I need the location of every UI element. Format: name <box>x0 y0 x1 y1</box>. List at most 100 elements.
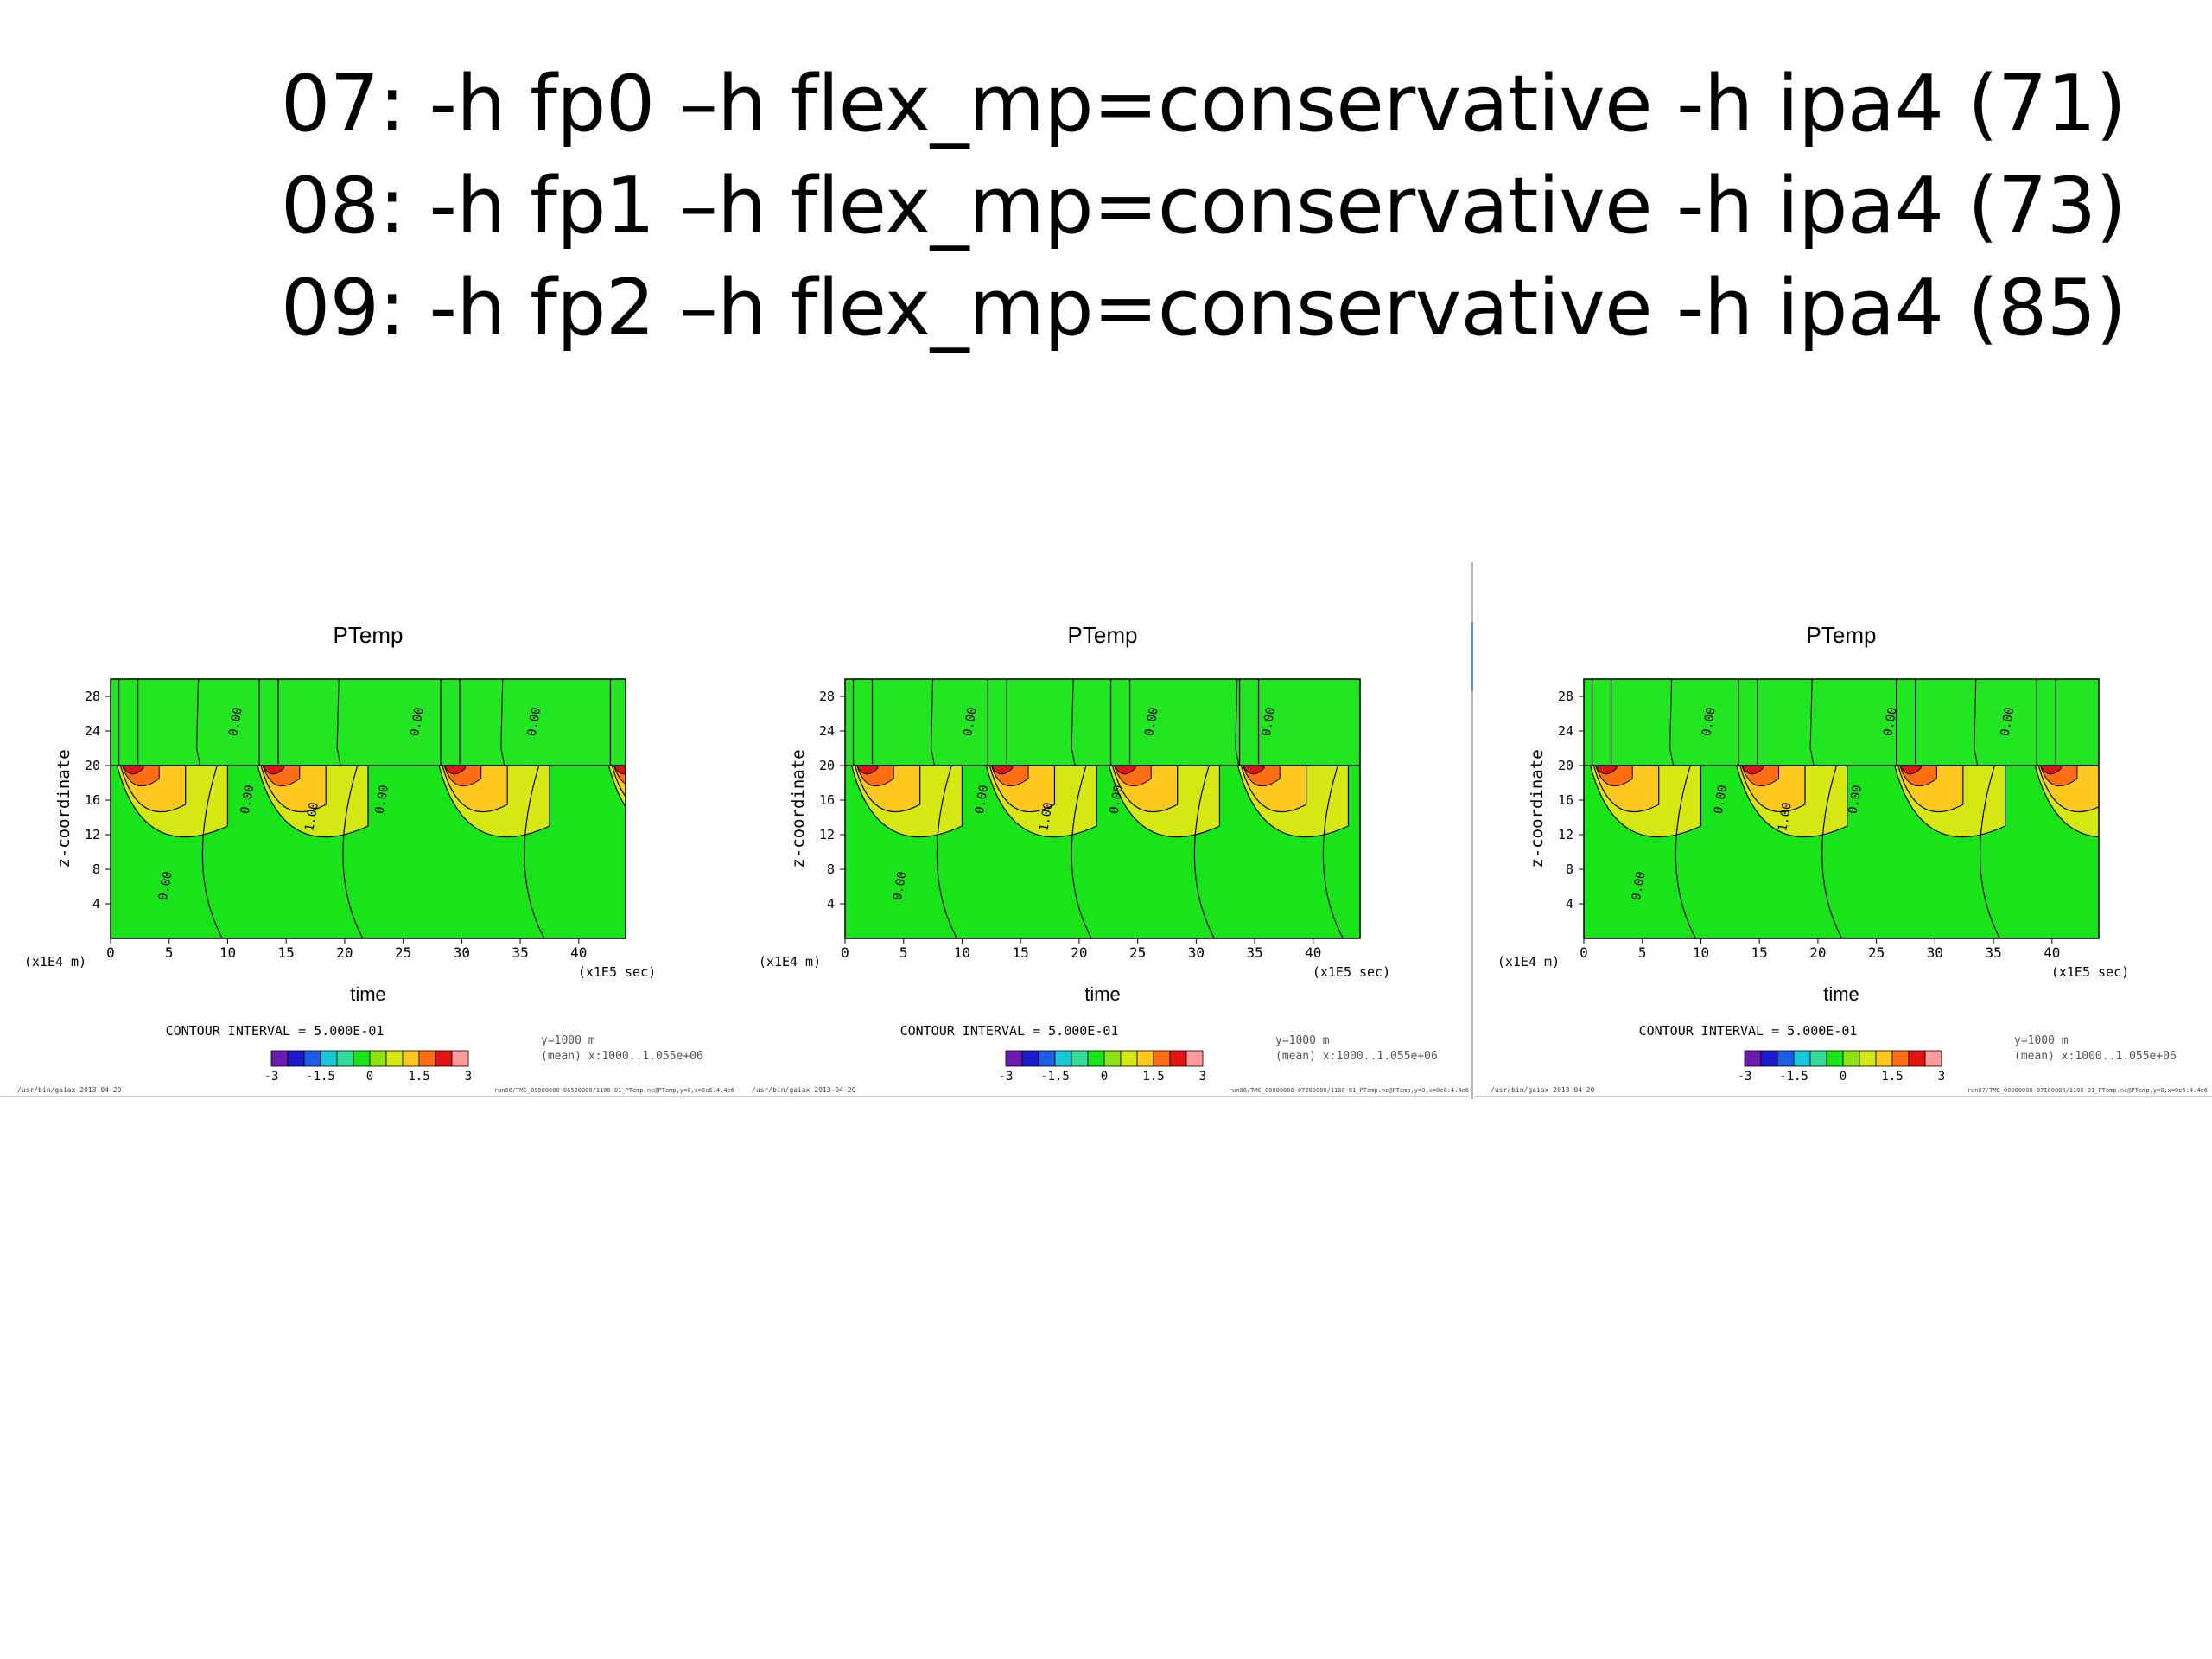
annotation-y: y=1000 m <box>2014 1034 2069 1047</box>
x-tick-label: 30 <box>1927 944 1943 961</box>
annotation-y: y=1000 m <box>541 1034 595 1047</box>
upper-contour-line <box>609 679 612 766</box>
colorbar-tick-label: -1.5 <box>306 1070 335 1084</box>
y-tick-label: 8 <box>1566 861 1573 877</box>
x-tick-label: 25 <box>395 944 411 961</box>
chart-svg: PTemp 0.00 0.00 0.00 0.00 1.00 0.00 0.00 0 5 10 15 2… <box>752 622 1469 1094</box>
colorbar-swatch <box>1087 1050 1105 1067</box>
contour-label: 0.00 <box>1847 784 1866 815</box>
y-tick-label: 20 <box>1558 758 1573 773</box>
plume-contour-peak <box>2039 765 2063 775</box>
x-axis-label: time <box>1084 983 1121 1005</box>
x-tick-label: 40 <box>2044 944 2060 961</box>
x-axis-label: time <box>350 983 386 1005</box>
footer-right: run08/TMC_00000000-07200000/1100-01_PTem… <box>1229 1087 1469 1094</box>
plume-contour-peak <box>613 765 626 775</box>
upper-layer <box>1584 679 2099 766</box>
colorbar-swatch <box>270 1050 289 1067</box>
chart-panel-run09: PTemp 0.00 0.00 0.00 0.00 1.00 0.00 0.00 0 5 10 15 2… <box>1491 560 2212 1097</box>
upper-contour-line <box>118 679 139 766</box>
plume-contour-peak <box>1113 765 1136 775</box>
upper-contour-line <box>1591 679 1612 766</box>
y-unit-label: (x1E4 m) <box>1497 954 1560 969</box>
thin-contour-line <box>1235 679 1240 766</box>
screenshot-baseline-right <box>1474 1096 2212 1097</box>
zero-contour-line <box>524 765 545 938</box>
y-axis-label: z-coordinate <box>789 749 808 868</box>
x-unit-label: (x1E5 sec) <box>1313 964 1390 980</box>
plume-contour-peak <box>1741 765 1764 775</box>
colorbar-swatch <box>320 1050 338 1067</box>
colorbar-swatch <box>1809 1050 1827 1067</box>
x-tick-label: 5 <box>165 944 174 961</box>
upper-contour-line <box>852 679 874 766</box>
x-tick-label: 35 <box>512 944 528 961</box>
upper-contour-line <box>1738 679 1758 766</box>
panel-divider <box>1471 562 1473 1099</box>
slide-title-line-3: 09: -h fp2 –h flex_mp=conservative -h ip… <box>281 263 2126 353</box>
chart-svg: PTemp 0.00 0.00 0.00 0.00 1.00 0.00 0.00 0 5 10 15 2… <box>17 622 734 1094</box>
x-tick-label: 10 <box>1693 944 1709 961</box>
plume-contour-peak <box>1242 765 1265 775</box>
chart-svg: PTemp 0.00 0.00 0.00 0.00 1.00 0.00 0.00 0 5 10 15 2… <box>1491 622 2208 1094</box>
x-tick-label: 30 <box>1188 944 1205 961</box>
annotation-mean: (mean) x:1000..1.055e+06 <box>541 1050 703 1063</box>
contour-label: 0.00 <box>156 870 175 901</box>
y-tick-label: 20 <box>819 758 835 773</box>
plot-frame <box>844 678 1361 939</box>
colorbar-swatch <box>1760 1050 1778 1067</box>
plot-frame <box>110 678 626 939</box>
y-tick-label: 12 <box>819 827 835 842</box>
colorbar-swatch <box>1891 1050 1910 1067</box>
y-unit-label: (x1E4 m) <box>759 954 821 969</box>
plot-field <box>111 679 626 938</box>
zero-contour-line <box>1322 765 1344 938</box>
chart-panel-run08: PTemp 0.00 0.00 0.00 0.00 1.00 0.00 0.00 0 5 10 15 2… <box>752 560 1486 1097</box>
contour-label: 0.00 <box>1142 706 1161 737</box>
y-tick-label: 28 <box>85 689 100 704</box>
y-tick-label: 16 <box>85 792 100 808</box>
x-tick-label: 35 <box>1985 944 2001 961</box>
colorbar-swatch <box>369 1050 387 1067</box>
colorbar-tick-label: 0 <box>366 1070 373 1084</box>
colorbar-swatch <box>435 1050 453 1067</box>
colorbar-swatch <box>1021 1050 1039 1067</box>
plume-contour-peak <box>443 765 466 775</box>
colorbar-tick-label: 3 <box>1938 1070 1945 1084</box>
contour-interval: CONTOUR INTERVAL = 5.000E-01 <box>1639 1023 1858 1039</box>
contour-label: 0.00 <box>1881 706 1900 737</box>
thin-contour-line <box>931 679 936 766</box>
colorbar-tick-label: -3 <box>264 1070 279 1084</box>
colorbar-swatch <box>336 1050 354 1067</box>
x-tick-label: 5 <box>899 944 908 961</box>
zero-contour-line <box>201 765 223 938</box>
x-tick-label: 20 <box>1071 944 1087 961</box>
upper-contour-line <box>987 679 1007 766</box>
x-unit-label: (x1E5 sec) <box>578 964 656 980</box>
colorbar-swatch <box>1826 1050 1844 1067</box>
plume-contour-peak <box>990 765 1014 775</box>
zero-contour-line <box>1193 765 1215 938</box>
thin-contour-line <box>196 679 201 766</box>
footer-right: run07/TMC_00000000-07100000/1100-01_PTem… <box>1967 1087 2208 1094</box>
colorbar-swatch <box>1859 1050 1877 1067</box>
plume-contour-peak <box>1898 765 1922 775</box>
y-tick-label: 28 <box>819 689 835 704</box>
colorbar-swatch <box>1744 1050 1762 1067</box>
y-tick-label: 4 <box>827 896 835 912</box>
contour-label: 0.00 <box>1630 870 1649 901</box>
x-tick-label: 40 <box>1305 944 1321 961</box>
x-tick-label: 20 <box>1809 944 1826 961</box>
y-tick-label: 12 <box>1558 827 1573 842</box>
colorbar-tick-label: 3 <box>465 1070 472 1084</box>
contour-label: 0.00 <box>1700 706 1719 737</box>
colorbar-swatch <box>287 1050 305 1067</box>
chart-title: PTemp <box>1807 622 1877 648</box>
upper-contour-line <box>1238 679 1260 766</box>
colorbar-tick-label: -3 <box>999 1070 1014 1084</box>
y-tick-label: 4 <box>92 896 100 912</box>
colorbar-swatch <box>1908 1050 1926 1067</box>
x-tick-label: 5 <box>1638 944 1647 961</box>
colorbar-swatch <box>303 1050 321 1067</box>
colorbar-swatch <box>1777 1050 1795 1067</box>
